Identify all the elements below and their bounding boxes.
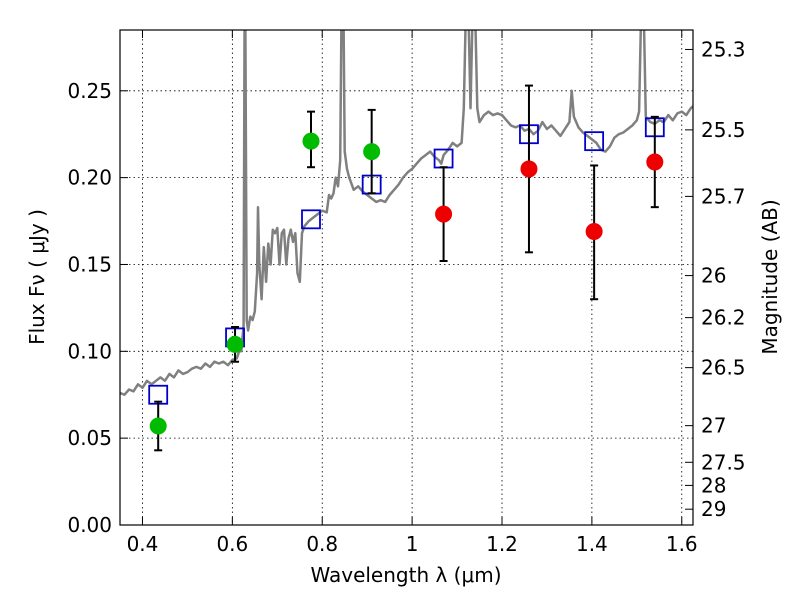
x-tick-label: 0.8 <box>306 532 338 556</box>
x-tick-label: 1 <box>406 532 419 556</box>
x-tick-label: 0.4 <box>127 532 159 556</box>
y2-tick-label: 27.5 <box>701 450 746 474</box>
y-tick-label: 0.15 <box>67 252 112 276</box>
observed-point <box>520 160 538 178</box>
y2-tick-label: 26.5 <box>701 356 746 380</box>
y2-tick-label: 26 <box>701 264 726 288</box>
y2-tick-label: 29 <box>701 497 726 521</box>
observed-point <box>302 132 320 150</box>
y-tick-label: 0.00 <box>67 513 112 537</box>
y-tick-label: 0.20 <box>67 166 112 190</box>
marker-layer <box>148 84 665 452</box>
y2-tick-label: 28 <box>701 473 726 497</box>
y-tick-label: 0.25 <box>67 79 112 103</box>
plot-frame <box>119 29 694 526</box>
y-tick-label: 0.10 <box>67 339 112 363</box>
model-square <box>301 209 321 230</box>
y-axis-title: Flux Fν ( μJy ) <box>25 209 49 345</box>
x-axis-title: Wavelength λ (μm) <box>310 563 501 587</box>
observed-point <box>149 417 167 435</box>
x-tick-label: 1.4 <box>576 532 608 556</box>
y2-tick-label: 27 <box>701 414 726 438</box>
y2-tick-label: 25.3 <box>701 37 746 61</box>
observed-point <box>226 335 244 353</box>
observed-point <box>435 205 453 223</box>
observed-point <box>585 222 603 240</box>
y-tick-label: 0.05 <box>67 426 112 450</box>
ticks: 0.4 0.6 0.8 1 1.2 1.4 1.6 0.00 0.05 0.10 0.15 0.20 0… <box>67 30 746 556</box>
grid <box>120 30 693 525</box>
model-square <box>584 131 605 152</box>
x-tick-label: 1.2 <box>486 532 518 556</box>
y2-tick-label: 25.5 <box>701 118 746 142</box>
y2-axis-title: Magnitude (AB) <box>758 199 782 354</box>
x-tick-label: 0.6 <box>216 532 248 556</box>
x-tick-label: 1.6 <box>666 532 698 556</box>
y2-tick-label: 26.2 <box>701 306 746 330</box>
observed-point <box>363 143 381 161</box>
spectrum-line <box>120 30 693 396</box>
spectrum-layer <box>120 30 693 396</box>
y2-tick-label: 25.7 <box>701 184 746 208</box>
observed-point <box>646 153 664 171</box>
